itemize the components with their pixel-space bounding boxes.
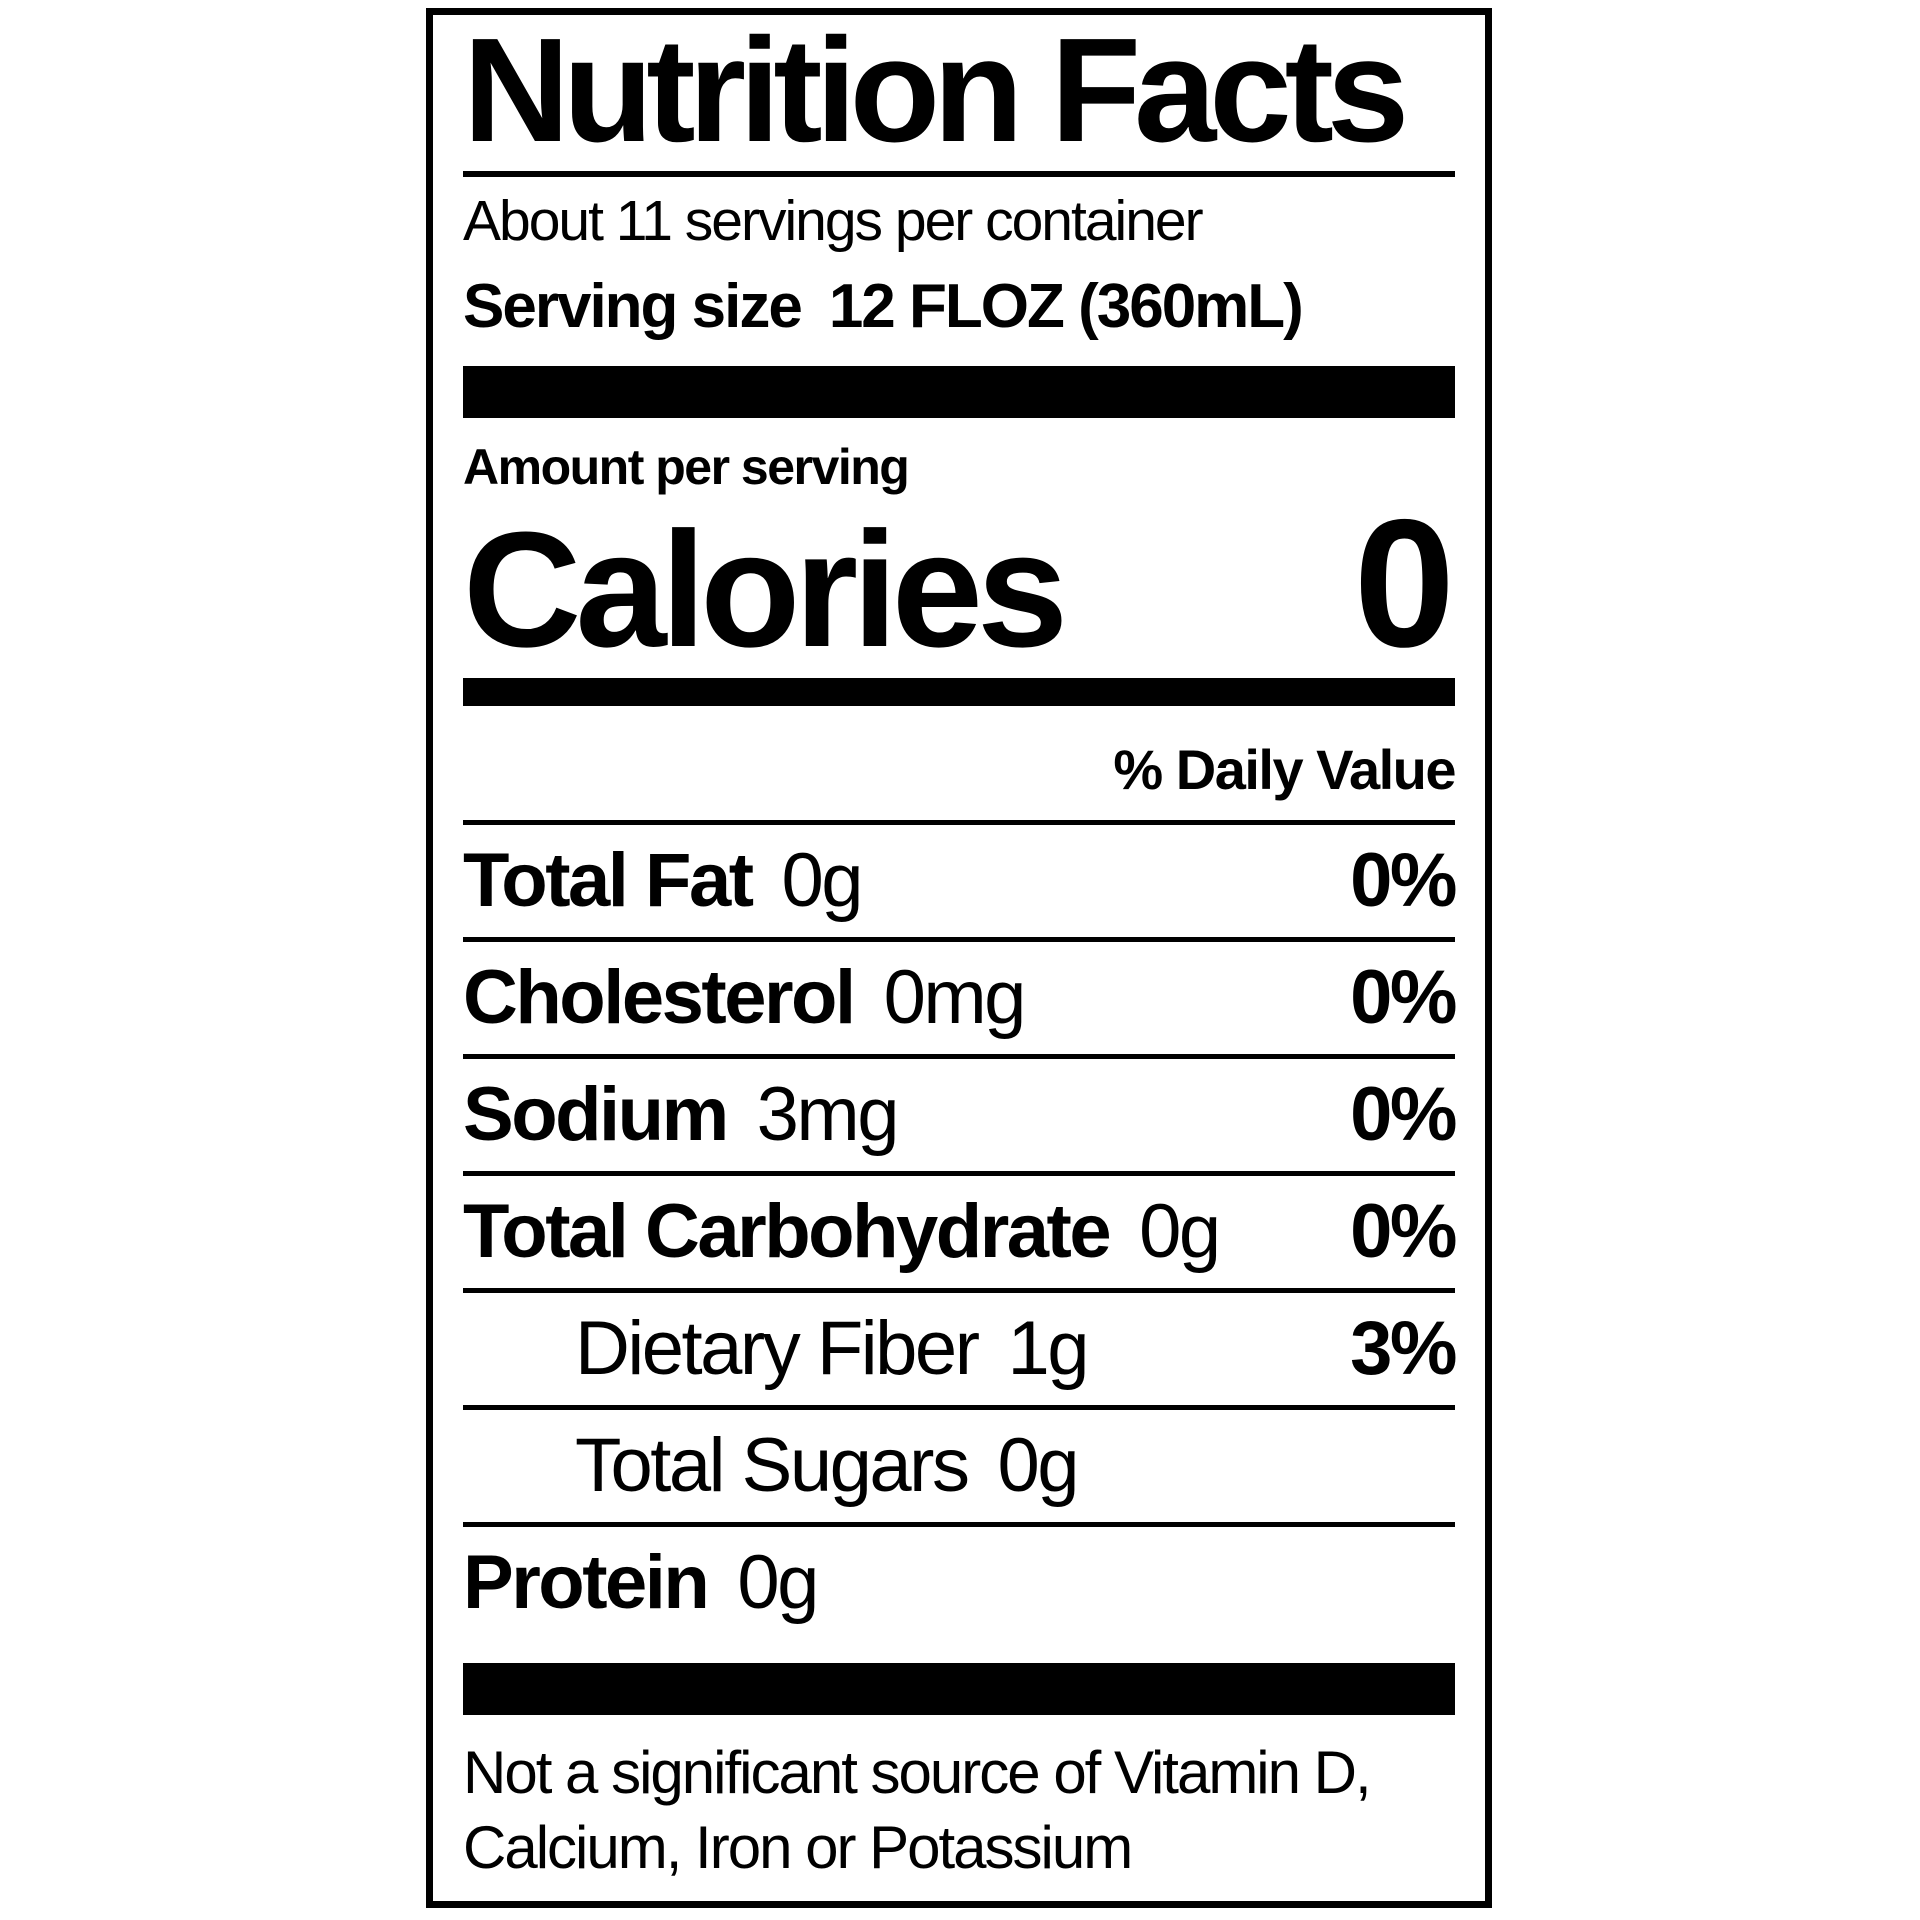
nutrient-daily-value: 3% [1350,1306,1457,1391]
nutrient-left: Protein 0g [463,1540,819,1625]
nutrient-amount: 0g [781,838,864,923]
nutrient-row: Total Carbohydrate 0g 0% [463,1176,1457,1288]
daily-value-rule [463,820,1455,825]
amount-per-serving: Amount per serving [463,439,910,495]
nutrient-name: Cholesterol [463,955,856,1040]
nutrient-amount: 0g [737,1540,819,1625]
nutrient-name: Dietary Fiber [575,1306,980,1391]
nutrient-row: Protein 0g [463,1527,1455,1639]
nutrient-name: Total Fat [463,838,754,923]
nutrient-left: Total Carbohydrate 0g [463,1189,1221,1274]
row-rule [463,1288,1455,1293]
row-rule [463,937,1455,942]
nutrient-amount: 1g [1007,1306,1090,1391]
nutrient-row: Cholesterol 0mg 0% [463,942,1457,1054]
nutrient-name: Sodium [463,1072,729,1157]
serving-size-label: Serving size [463,272,803,341]
serving-size-value: 12 FLOZ (360mL) [828,272,1304,341]
nutrient-row: Total Fat 0g 0% [463,825,1457,937]
nutrient-left: Total Sugars 0g [463,1423,1079,1508]
servings-per-container: About 11 servings per container [463,189,1204,253]
nutrient-left: Total Fat 0g [463,838,864,923]
row-rule [463,1054,1455,1059]
nutrient-daily-value: 0% [1350,1189,1457,1274]
title-rule [463,171,1455,177]
calories-row: Calories 0 [463,492,1455,674]
nutrient-rows: Total Fat 0g 0% Cholesterol 0mg 0% Sodium 3mg 0%… [463,825,1457,1639]
nutrient-name: Total Sugars [575,1423,970,1508]
calories-value: 0 [1353,481,1455,685]
nutrient-row: Dietary Fiber 1g 3% [463,1293,1457,1405]
calories-label: Calories [463,498,1068,681]
nutrient-name: Total Carbohydrate [463,1189,1112,1274]
nutrition-facts-label: Nutrition Facts About 11 servings per co… [426,8,1492,1908]
nutrient-amount: 0mg [883,955,1027,1040]
nutrient-row: Total Sugars 0g [463,1410,1455,1522]
footnote-line-2: Calcium, Iron or Potassium [463,1814,1133,1881]
serving-size-line: Serving size 12 FLOZ (360mL) [463,276,1455,338]
separator-bar-top [463,366,1455,418]
nutrient-amount: 0g [997,1423,1079,1508]
nutrient-daily-value: 0% [1350,955,1457,1040]
nutrient-left: Cholesterol 0mg [463,955,1027,1040]
separator-bar-bottom [463,1663,1455,1715]
nutrient-row: Sodium 3mg 0% [463,1059,1457,1171]
row-rule [463,1522,1455,1527]
footnote: Not a significant source of Vitamin D, C… [463,1735,1455,1885]
row-rule [463,1171,1455,1176]
row-rule [463,1405,1455,1410]
calories-rule [463,678,1455,706]
nutrient-left: Sodium 3mg [463,1072,900,1157]
nutrient-amount: 0g [1139,1189,1221,1274]
footnote-line-1: Not a significant source of Vitamin D, [463,1739,1372,1806]
nutrient-amount: 3mg [756,1072,900,1157]
nutrient-left: Dietary Fiber 1g [463,1306,1090,1391]
nutrient-daily-value: 0% [1350,1072,1457,1157]
nutrition-facts-title: Nutrition Facts [463,8,1409,173]
daily-value-header: % Daily Value [1113,738,1456,801]
nutrient-daily-value: 0% [1350,838,1457,923]
nutrient-name: Protein [463,1540,710,1625]
